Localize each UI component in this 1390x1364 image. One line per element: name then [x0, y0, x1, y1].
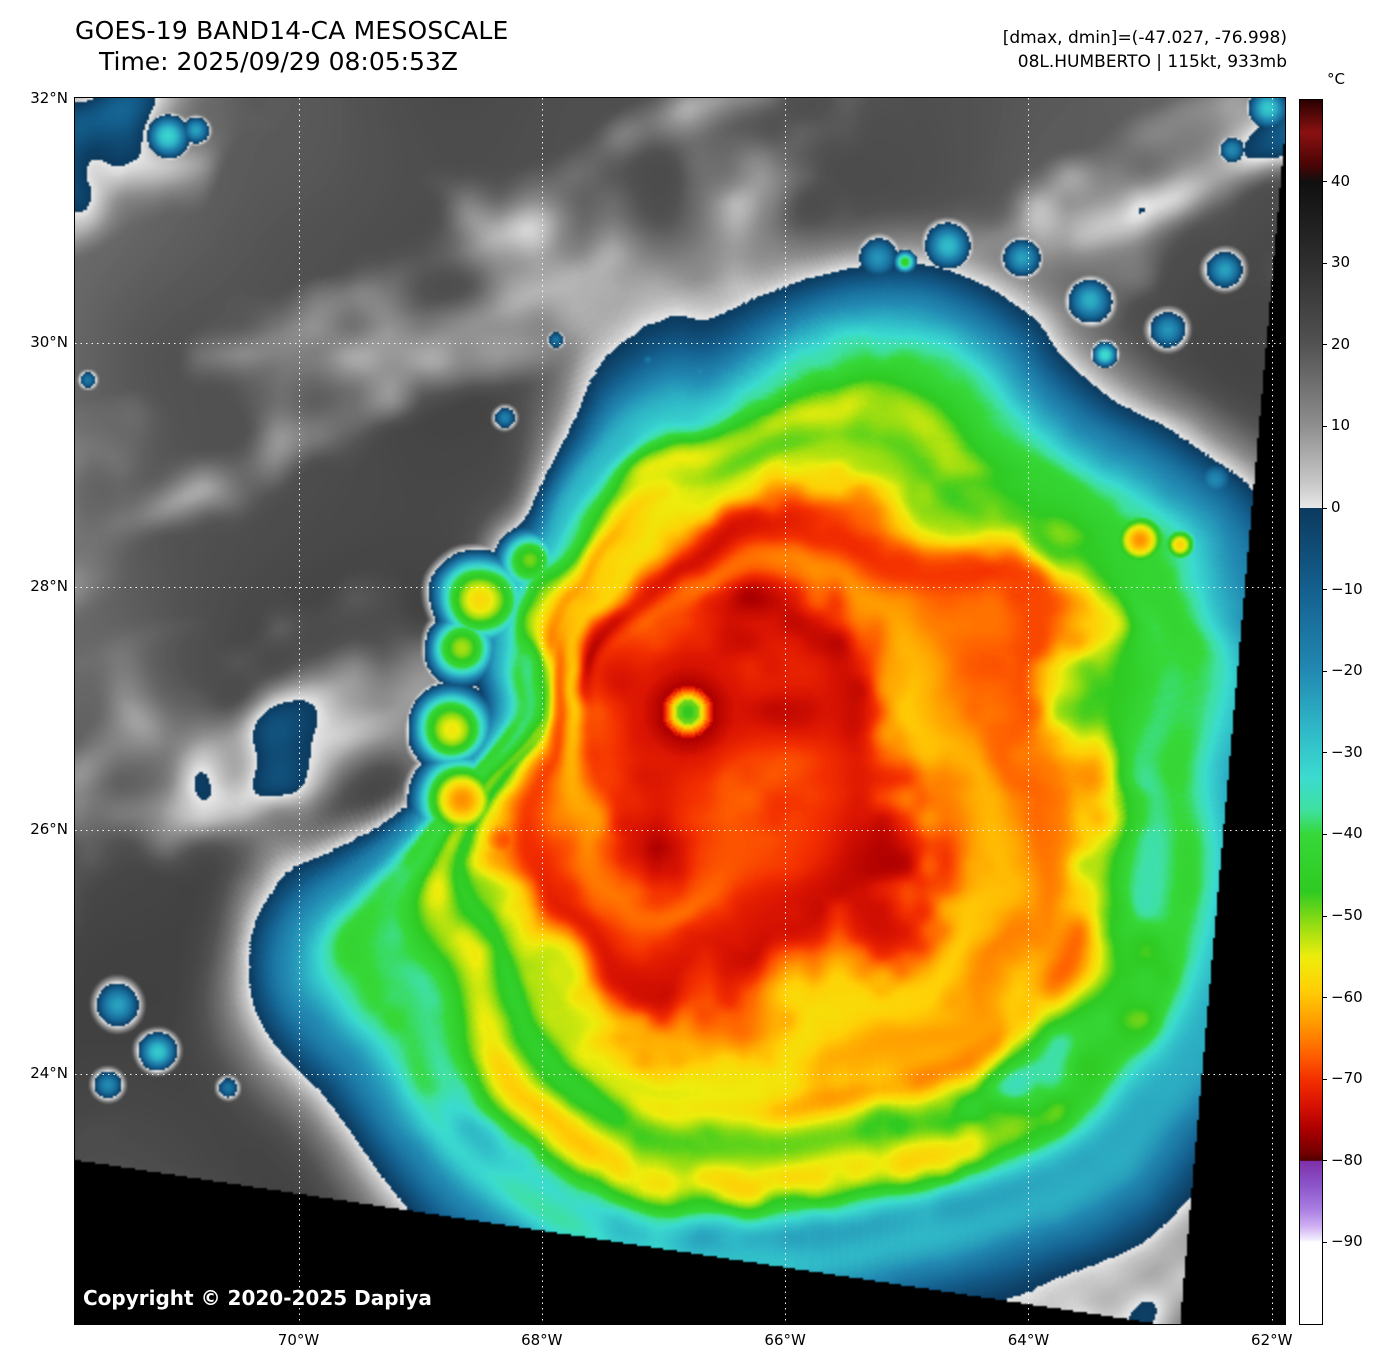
- colorbar-tick-label: 20: [1331, 334, 1351, 353]
- colorbar-tick-label: 40: [1331, 171, 1351, 190]
- lon-tick-label: 66°W: [764, 1331, 806, 1349]
- colorbar-tick-label: 10: [1331, 416, 1351, 435]
- colorbar-tick-label: −60: [1331, 987, 1363, 1006]
- colorbar-tick-mark: [1322, 589, 1327, 591]
- lon-tick-label: 70°W: [277, 1331, 320, 1349]
- page-title: GOES-19 BAND14-CA MESOSCALE: [75, 16, 509, 45]
- colorbar-tick-mark: [1322, 670, 1327, 672]
- colorbar-tick-label: 30: [1331, 253, 1351, 272]
- colorbar-unit: °C: [1327, 70, 1345, 88]
- colorbar-tick-label: −50: [1331, 906, 1363, 924]
- lat-tick-label: 28°N: [30, 576, 68, 595]
- colorbar-tick-mark: [1322, 752, 1327, 754]
- colorbar-tick-mark: [1322, 425, 1327, 427]
- colorbar-tick-mark: [1322, 833, 1327, 835]
- colorbar-tick-mark: [1322, 1160, 1327, 1162]
- colorbar-gradient: [1300, 100, 1322, 1324]
- header-right: [dmax, dmin]=(-47.027, -76.998) 08L.HUMB…: [1003, 26, 1287, 74]
- range-info: [dmax, dmin]=(-47.027, -76.998): [1002, 28, 1287, 48]
- lon-tick-label: 64°W: [1007, 1331, 1050, 1349]
- colorbar-tick-mark: [1322, 507, 1327, 509]
- map-area: Copyright © 2020-2025 Dapiya: [74, 97, 1286, 1325]
- colorbar-tick-mark: [1322, 262, 1327, 264]
- time-label: Time: 2025/09/29 08:05:53Z: [99, 47, 458, 76]
- colorbar-tick-label: −20: [1331, 661, 1363, 680]
- colorbar-tick-mark: [1322, 997, 1327, 999]
- storm-info: 08L.HUMBERTO | 115kt, 933mb: [1017, 52, 1287, 72]
- lat-tick-label: 26°N: [30, 820, 68, 839]
- colorbar-tick-label: −40: [1331, 824, 1363, 843]
- lat-tick-label: 32°N: [30, 89, 68, 108]
- colorbar-tick-mark: [1322, 181, 1327, 183]
- lat-tick-label: 24°N: [30, 1063, 68, 1082]
- colorbar: [1299, 99, 1323, 1325]
- copyright-label: Copyright © 2020-2025 Dapiya: [83, 1286, 432, 1310]
- colorbar-tick-mark: [1322, 344, 1327, 346]
- colorbar-tick-mark: [1322, 1241, 1327, 1243]
- colorbar-tick-label: 0: [1331, 498, 1341, 516]
- colorbar-tick-label: −80: [1331, 1150, 1363, 1169]
- colorbar-tick-label: −90: [1331, 1232, 1363, 1251]
- colorbar-tick-mark: [1322, 915, 1327, 917]
- colorbar-tick-label: −10: [1331, 579, 1363, 598]
- colorbar-tick-label: −30: [1331, 742, 1363, 761]
- colorbar-tick-mark: [1322, 1078, 1327, 1080]
- satellite-ir-image: [75, 98, 1285, 1324]
- lat-tick-label: 30°N: [30, 333, 68, 351]
- lon-tick-label: 62°W: [1251, 1331, 1293, 1349]
- lon-tick-label: 68°W: [521, 1331, 563, 1349]
- colorbar-tick-label: −70: [1331, 1069, 1363, 1088]
